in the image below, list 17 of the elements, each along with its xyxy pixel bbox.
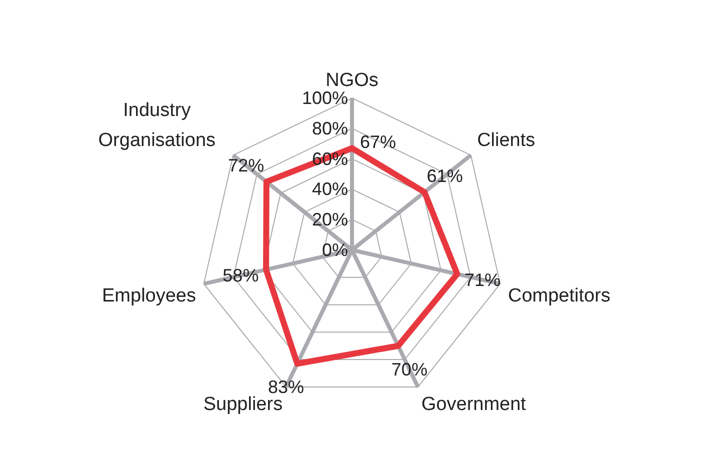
y-tick-label: 80% — [312, 118, 348, 138]
spoke-label: Clients — [477, 130, 536, 152]
y-tick-label: 20% — [312, 210, 348, 230]
data-label: 71% — [464, 270, 501, 290]
data-label: 70% — [391, 359, 428, 380]
data-label: 67% — [360, 132, 396, 152]
spoke-label: Employees — [102, 286, 196, 307]
y-tick-label: 40% — [312, 179, 348, 200]
y-tick-label: 0% — [322, 240, 348, 260]
spoke-label: Industry Organisations — [98, 100, 216, 152]
spoke-label: Competitors — [508, 286, 610, 307]
y-tick-label: 100% — [302, 88, 348, 108]
data-label: 72% — [228, 156, 264, 176]
data-label: 58% — [222, 265, 259, 286]
data-label: 61% — [426, 166, 463, 186]
spoke-label: NGOs — [326, 70, 378, 91]
spoke-label: Government — [421, 394, 527, 416]
